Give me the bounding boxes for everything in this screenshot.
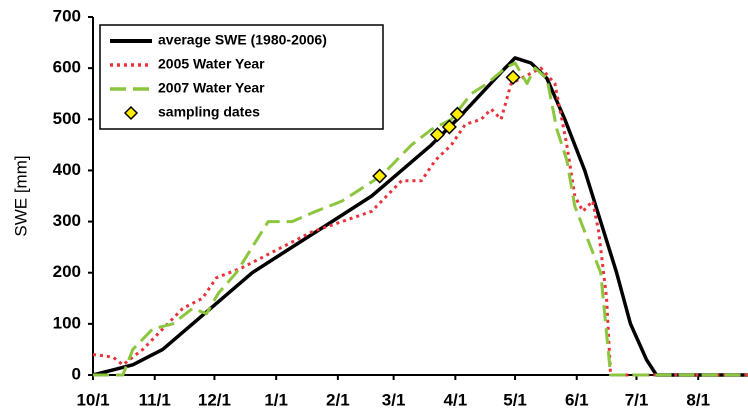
y-tick-label: 0 [72, 364, 81, 383]
x-tick-label: 11/1 [139, 390, 171, 409]
y-tick-label: 600 [53, 58, 81, 77]
x-tick-label: 1/1 [264, 390, 288, 409]
x-tick-label: 10/1 [76, 390, 109, 409]
y-tick-label: 100 [53, 313, 81, 332]
sampling-marker [441, 119, 457, 135]
x-tick-label: 5/1 [503, 390, 527, 409]
y-tick-label: 300 [53, 211, 81, 230]
legend-label: 2005 Water Year [158, 56, 265, 72]
y-tick-label: 500 [53, 109, 81, 128]
legend-label: sampling dates [158, 104, 260, 120]
x-tick-label: 7/1 [625, 390, 649, 409]
x-tick-label: 2/1 [326, 390, 350, 409]
legend-label: average SWE (1980-2006) [158, 32, 327, 48]
y-tick-label: 700 [53, 6, 81, 25]
y-tick-label: 200 [53, 262, 81, 281]
x-tick-label: 12/1 [198, 390, 231, 409]
legend-swatch [123, 105, 139, 121]
sampling-marker [372, 168, 388, 184]
y-tick-label: 400 [53, 160, 81, 179]
sampling-marker [505, 69, 521, 85]
series-line [92, 66, 748, 377]
legend-label: 2007 Water Year [158, 80, 265, 96]
x-tick-label: 6/1 [565, 390, 589, 409]
sampling-marker [429, 127, 445, 143]
series-line [92, 56, 748, 377]
series-line [93, 61, 748, 377]
x-tick-label: 4/1 [444, 390, 468, 409]
x-tick-label: 8/1 [686, 390, 710, 409]
sampling-marker [449, 106, 465, 122]
x-tick-label: 3/1 [382, 390, 406, 409]
y-axis-label: SWE [mm] [11, 155, 30, 236]
